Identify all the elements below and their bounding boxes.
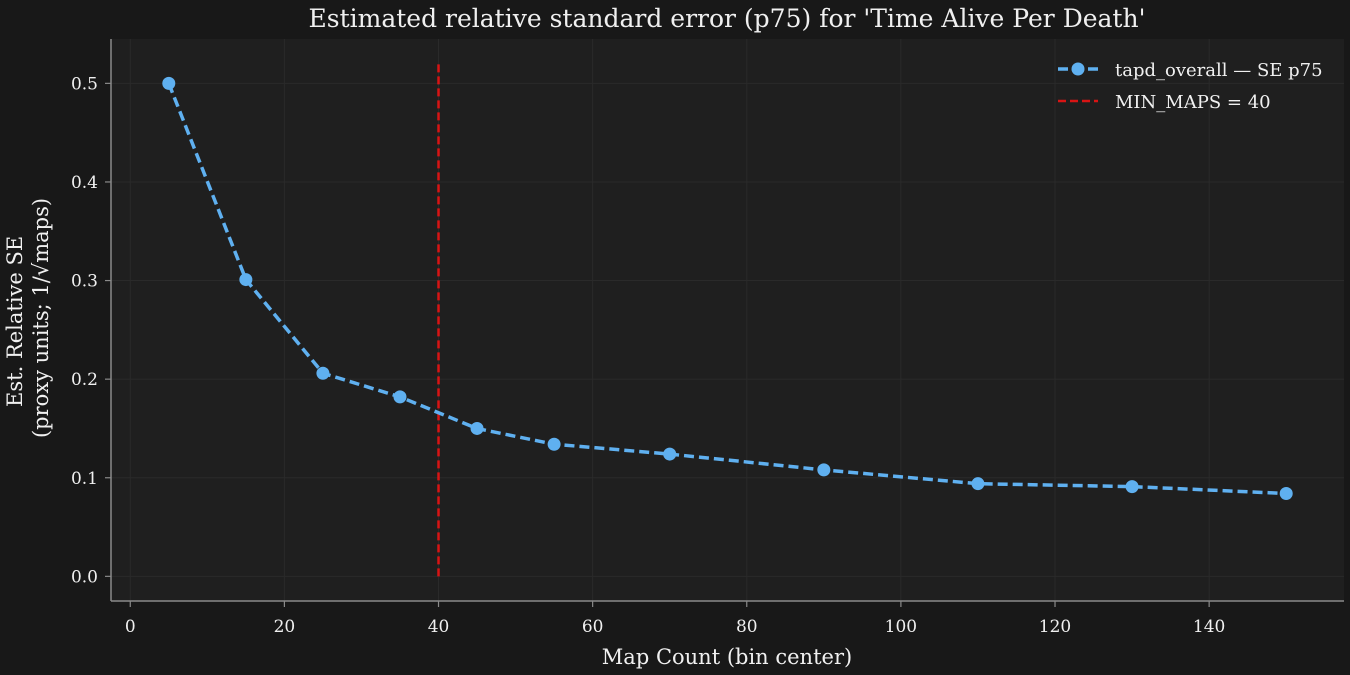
- legend-series-label: tapd_overall — SE p75: [1115, 60, 1323, 81]
- data-point: [663, 447, 677, 461]
- data-point: [393, 390, 407, 404]
- y-tick-label: 0.3: [71, 272, 98, 292]
- y-axis-label-line2: (proxy units; 1/√maps): [29, 198, 53, 438]
- x-tick-label: 120: [1039, 617, 1071, 637]
- data-point: [239, 273, 253, 287]
- data-point: [1279, 487, 1293, 501]
- y-tick-label: 0.1: [71, 469, 98, 489]
- y-tick-label: 0.0: [71, 567, 98, 587]
- data-point: [1125, 480, 1139, 494]
- plot-area: [111, 39, 1344, 601]
- x-tick-label: 140: [1193, 617, 1225, 637]
- x-tick-label: 20: [274, 617, 296, 637]
- data-point: [971, 477, 985, 491]
- x-tick-label: 0: [125, 617, 136, 637]
- legend: tapd_overall — SE p75 MIN_MAPS = 40: [1058, 60, 1323, 113]
- x-tick-label: 100: [885, 617, 917, 637]
- data-point: [817, 463, 831, 477]
- legend-series-marker: [1071, 62, 1085, 76]
- y-axis-label-line1: Est. Relative SE: [3, 236, 27, 407]
- y-tick-label: 0.4: [71, 173, 98, 193]
- x-axis-label: Map Count (bin center): [602, 645, 852, 669]
- y-axis-label: Est. Relative SE (proxy units; 1/√maps): [3, 198, 53, 438]
- chart-title: Estimated relative standard error (p75) …: [309, 4, 1146, 33]
- axes-spines: [110, 39, 1344, 602]
- legend-refline-label: MIN_MAPS = 40: [1115, 92, 1271, 113]
- y-ticks: 0.0 0.1 0.2 0.3 0.4 0.5: [71, 74, 111, 587]
- y-tick-label: 0.5: [71, 74, 98, 94]
- x-tick-label: 80: [736, 617, 758, 637]
- data-point: [470, 421, 484, 435]
- y-tick-label: 0.2: [71, 370, 98, 390]
- x-tick-label: 40: [428, 617, 450, 637]
- x-ticks: 0 20 40 60 80 100 120 140: [125, 601, 1225, 637]
- x-tick-label: 60: [582, 617, 604, 637]
- series-layer: [162, 76, 1293, 501]
- data-point: [316, 366, 330, 380]
- data-point: [547, 437, 561, 451]
- data-point: [162, 76, 176, 90]
